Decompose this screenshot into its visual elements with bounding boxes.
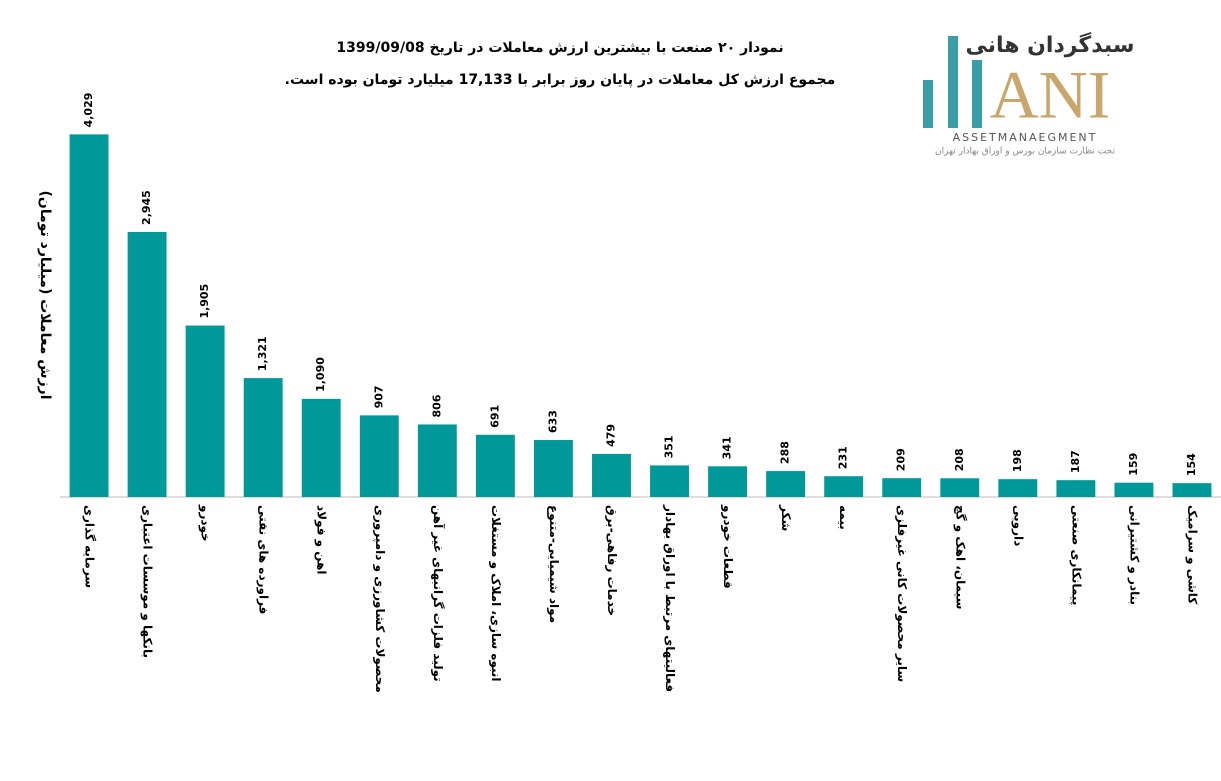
value-label: 806: [430, 394, 443, 417]
value-label: 2,945: [140, 190, 153, 225]
bar: [1172, 483, 1212, 497]
logo-note: تحت نظارت سازمان بورس و اوراق بهادار تهر…: [935, 147, 1115, 157]
bar: [127, 231, 167, 497]
x-tick-label: بنادر و کشتیرانی: [1126, 505, 1141, 605]
logo-brand: سبدگردان هانی: [965, 31, 1134, 58]
x-tick-label: خودرو: [198, 504, 213, 542]
bar: [301, 398, 341, 497]
value-label: 691: [488, 405, 501, 428]
bar: [359, 415, 399, 497]
x-tick-label: خدمات رفاهی-برق: [605, 505, 619, 616]
logo: سبدگردان هانی ANI ASSETMANAEGMENT تحت نظ…: [923, 31, 1135, 157]
x-tick-label: فعالیتهای مرتبط با اوراق بهادار: [662, 504, 677, 692]
bar: [650, 465, 689, 497]
bar: [708, 466, 748, 497]
value-label: 1,905: [198, 284, 211, 319]
value-label: 1,090: [314, 357, 327, 392]
bar: [533, 440, 573, 497]
logo-shape: [948, 36, 958, 128]
x-tick-label: سرمایه گذاری: [83, 505, 97, 588]
bar: [940, 478, 980, 497]
value-label: 159: [1127, 453, 1140, 476]
bar: [824, 476, 864, 497]
x-tick-label: سیمان، اهک و گچ: [952, 505, 967, 609]
x-tick-label: سایر محصولات کانی غیرفلزی: [894, 505, 909, 682]
bar: [475, 434, 515, 497]
bar: [1114, 482, 1154, 497]
value-label: 4,029: [82, 93, 95, 128]
value-label: 208: [953, 448, 966, 471]
x-tick-label: انبوه سازی، املاک و مستغلات: [488, 505, 503, 682]
value-label: 479: [604, 424, 617, 447]
value-label: 198: [1011, 449, 1024, 472]
bar: [69, 134, 109, 497]
value-label: 907: [372, 385, 385, 408]
x-tick-label: بانکها و موسسات اعتباری: [140, 505, 155, 658]
x-tick-label: شکر: [779, 504, 793, 531]
y-axis-label: ارزش معاملات (میلیارد تومان): [37, 190, 53, 399]
x-tick-label: اهن و فولاد: [314, 505, 329, 575]
x-tick-label: پیمانکاری صنعتی: [1069, 505, 1083, 605]
logo-shape: [972, 60, 982, 128]
bar: [998, 479, 1038, 497]
x-tick-label: دارویی: [1010, 505, 1025, 546]
bar: [592, 453, 631, 497]
value-label: 351: [663, 435, 676, 458]
chart-title: نمودار ۲۰ صنعت با بیشترین ارزش معاملات د…: [336, 40, 783, 56]
x-tick-label: قطعات خودرو: [720, 504, 735, 589]
x-tick-label: بیمه: [837, 505, 851, 530]
bar: [1056, 480, 1096, 497]
chart-subtitle: مجموع ارزش کل معاملات در پایان روز برابر…: [285, 72, 836, 88]
bar: [185, 325, 225, 497]
value-label: 187: [1069, 450, 1082, 473]
value-label: 341: [721, 436, 734, 459]
bar: [243, 378, 283, 497]
x-tick-label: تولید فلزات گرانبهای غیر آهن: [430, 505, 446, 682]
x-tick-label: کاشی و سرامیک: [1184, 505, 1199, 604]
x-tick-label: مواد شیمیایی-متنوع: [546, 505, 561, 623]
bar: [882, 478, 922, 497]
bar: [417, 424, 457, 497]
bar: [766, 471, 806, 497]
value-label: 154: [1185, 453, 1198, 476]
value-label: 1,321: [256, 336, 269, 371]
value-label: 633: [546, 410, 559, 433]
logo-english: ASSETMANAEGMENT: [953, 131, 1098, 144]
value-label: 231: [837, 446, 850, 469]
x-tick-label: محصولات کشاورزی و دامپروری: [372, 505, 387, 693]
value-label: 209: [895, 448, 908, 471]
value-label: 288: [779, 441, 792, 464]
x-tick-label: فراورده های نفتی: [256, 505, 271, 614]
logo-mark: ANI: [990, 57, 1111, 133]
logo-shape: [923, 80, 933, 128]
